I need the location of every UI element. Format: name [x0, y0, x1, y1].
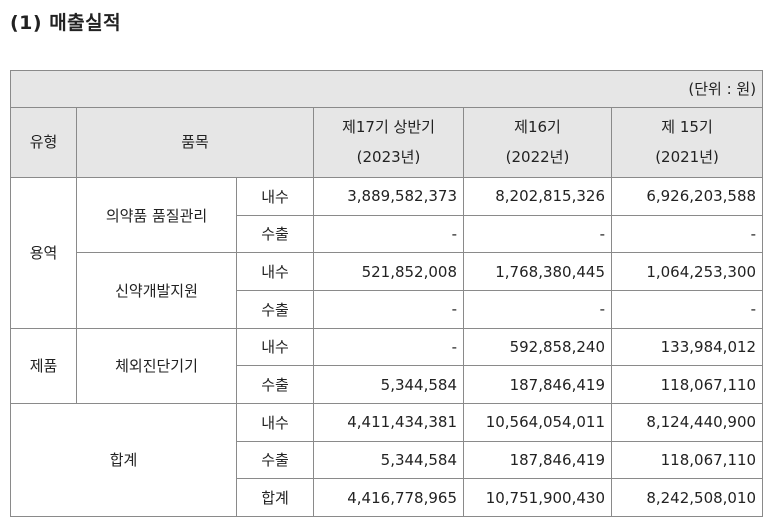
header-period-2: 제16기 (2022년)	[463, 106, 612, 178]
value-cell: -	[313, 214, 464, 254]
value-cell: 1,768,380,445	[463, 252, 612, 291]
kind-cell: 합계	[236, 478, 314, 517]
header-period-2-name: 제16기	[514, 118, 561, 137]
value-cell: 8,242,508,010	[610, 478, 764, 517]
value-cell: -	[463, 289, 612, 329]
sales-table: (단위 : 원) 유형 품목 제17기 상반기 (2023년) 제16기 (20…	[9, 70, 764, 518]
kind-cell: 내수	[236, 176, 314, 216]
header-period-1-year: (2023년)	[356, 148, 421, 167]
table-row: 용역 의약품 품질관리 내수 3,889,582,373 8,202,815,3…	[10, 176, 764, 329]
header-period-3: 제 15기 (2021년)	[610, 106, 764, 178]
table-row: 합계 4,416,778,965 10,751,900,430 8,242,50…	[11, 478, 764, 517]
value-cell: 133,984,012	[610, 327, 764, 367]
type-cell: 제품	[10, 327, 77, 404]
value-cell: 10,564,054,011	[463, 402, 612, 442]
kind-cell: 내수	[236, 252, 314, 291]
table-row: 제품 체외진단기기 내수 - 592,858,240 133,984,012	[10, 327, 764, 404]
value-cell: 187,846,419	[463, 365, 612, 404]
value-cell: -	[463, 214, 612, 254]
value-cell: 4,416,778,965	[313, 478, 464, 517]
header-period-1-name: 제17기 상반기	[342, 118, 435, 137]
value-cell: 118,067,110	[610, 365, 764, 404]
value-cell: 6,926,203,588	[610, 176, 764, 216]
kind-cell: 수출	[236, 214, 314, 254]
kind-cell: 수출	[236, 289, 314, 329]
type-cell: 용역	[10, 176, 77, 329]
value-cell: 4,411,434,381	[313, 402, 464, 442]
value-cell: -	[313, 327, 464, 367]
value-cell: 5,344,584	[313, 365, 464, 404]
item-cell: 체외진단기기	[76, 327, 237, 404]
table-row: 수출 5,344,584 187,846,419 118,067,110	[11, 440, 764, 480]
header-period-3-name: 제 15기	[661, 118, 713, 137]
value-cell: 5,344,584	[313, 440, 464, 480]
value-cell: -	[610, 214, 764, 254]
value-cell: 521,852,008	[313, 252, 464, 291]
value-cell: 1,064,253,300	[610, 252, 764, 291]
value-cell: 8,124,440,900	[610, 402, 764, 442]
kind-cell: 내수	[236, 327, 314, 367]
table-row: 합계 내수 4,411,434,381 10,564,054,011 8,124…	[10, 402, 764, 518]
value-cell: 187,846,419	[463, 440, 612, 480]
header-period-3-year: (2021년)	[655, 148, 719, 167]
value-cell: 118,067,110	[610, 440, 764, 480]
header-type: 유형	[10, 106, 77, 178]
total-label: 합계	[10, 402, 237, 518]
value-cell: 3,889,582,373	[313, 176, 464, 216]
kind-cell: 내수	[236, 402, 314, 442]
value-cell: 10,751,900,430	[463, 478, 612, 517]
header-item: 품목	[76, 106, 314, 178]
section-title: (1) 매출실적	[10, 12, 122, 34]
value-cell: 8,202,815,326	[463, 176, 612, 216]
unit-label: (단위 : 원)	[9, 70, 764, 108]
header-period-1: 제17기 상반기 (2023년)	[313, 106, 464, 178]
value-cell: 592,858,240	[463, 327, 612, 367]
value-cell: -	[610, 289, 764, 329]
kind-cell: 수출	[236, 365, 314, 404]
value-cell: -	[313, 289, 464, 329]
header-period-2-year: (2022년)	[505, 148, 570, 167]
table-row: 수출 - - -	[11, 214, 764, 254]
kind-cell: 수출	[236, 440, 314, 480]
item-cell: 신약개발지원	[76, 252, 237, 329]
table-row: 신약개발지원 내수 521,852,008 1,768,380,445 1,06…	[11, 252, 764, 329]
item-cell: 의약품 품질관리	[76, 176, 237, 254]
table-row: 수출 - - -	[11, 289, 764, 329]
